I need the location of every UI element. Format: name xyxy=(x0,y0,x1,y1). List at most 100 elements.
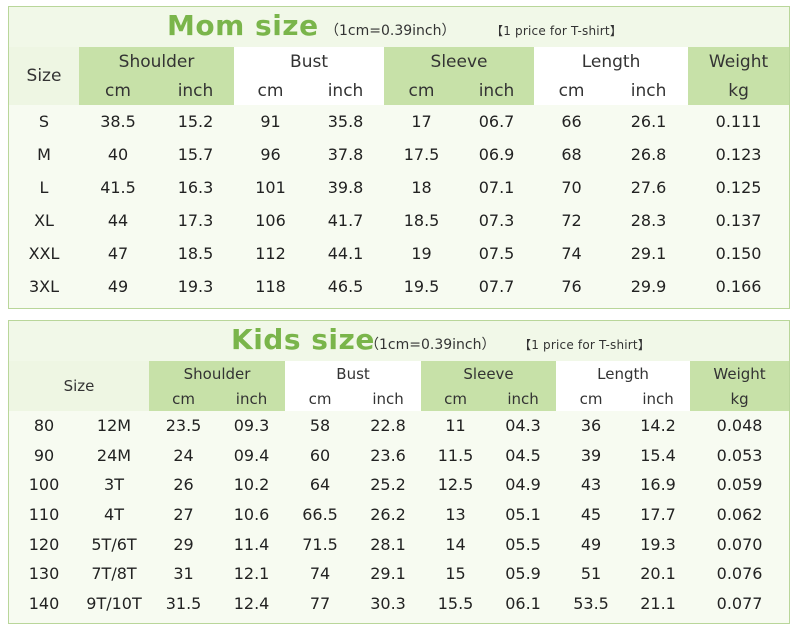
kids-unit-cell: inch xyxy=(626,387,691,411)
kids-shoulder-header: Shoulder xyxy=(149,361,286,387)
kids-unit-cell: cm xyxy=(285,387,356,411)
kids-table-cell: 71.5 xyxy=(302,534,338,554)
kids-table-cell: 39 xyxy=(580,445,602,465)
kids-table-cell: 28.1 xyxy=(370,534,406,554)
mom-table-cell: 26.8 xyxy=(630,145,667,164)
mom-table-cell: M xyxy=(37,145,51,164)
mom-table-cell: 47 xyxy=(107,244,129,263)
mom-table-cell: 0.166 xyxy=(715,277,762,296)
kids-table-row: 100 3T 26 10.2 64 25.2 12.5 04.9 43 16.9 0.059 xyxy=(9,470,789,500)
mom-length-header: Length xyxy=(534,47,689,77)
mom-unit-cell: cm xyxy=(384,77,460,105)
kids-table-cell: 120 xyxy=(28,534,60,554)
kids-table-cell: 24M xyxy=(96,445,132,465)
mom-table-cell: 44.1 xyxy=(327,244,364,263)
mom-table-cell: 28.3 xyxy=(630,211,667,230)
mom-table-cell: 19.5 xyxy=(403,277,440,296)
kids-size-table: Size Shoulder Bust Sleeve Length Weight … xyxy=(9,361,790,619)
mom-table-cell: 35.8 xyxy=(327,112,364,131)
mom-table-cell: 96 xyxy=(260,145,281,164)
mom-table-cell: 37.8 xyxy=(327,145,364,164)
kids-table-cell: 130 xyxy=(28,564,60,584)
kids-table-cell: 110 xyxy=(28,505,60,525)
mom-table-cell: 0.137 xyxy=(715,211,762,230)
mom-table-row: L 41.5 16.3 101 39.8 18 07.1 70 27.6 0.125 xyxy=(9,171,789,204)
mom-table-cell: 17 xyxy=(411,112,432,131)
kids-size-header: Size xyxy=(9,361,150,411)
kids-table-cell: 60 xyxy=(309,445,331,465)
kids-table-cell: 23.6 xyxy=(370,445,406,465)
mom-table-cell: 07.5 xyxy=(478,244,515,263)
kids-table-cell: 15.5 xyxy=(437,593,474,613)
kids-table-cell: 13 xyxy=(445,505,466,525)
mom-table-cell: 70 xyxy=(561,178,582,197)
kids-table-cell: 29.1 xyxy=(370,564,406,584)
mom-table-cell: 06.7 xyxy=(478,112,515,131)
kids-table-cell: 05.1 xyxy=(505,505,541,525)
kids-table-row: 120 5T/6T 29 11.4 71.5 28.1 14 05.5 49 19.3 0.070 xyxy=(9,529,789,559)
mom-table-cell: 40 xyxy=(107,145,129,164)
mom-table-row: 3XL 49 19.3 118 46.5 19.5 07.7 76 29.9 0.166 xyxy=(9,270,789,303)
mom-table-cell: 07.1 xyxy=(478,178,515,197)
kids-table-cell: 0.053 xyxy=(716,445,763,465)
kids-table-cell: 0.077 xyxy=(716,593,763,613)
kids-table-cell: 14 xyxy=(445,534,466,554)
mom-size-header: Size xyxy=(9,47,79,105)
mom-sleeve-header: Sleeve xyxy=(384,47,535,77)
kids-table-cell: 51 xyxy=(580,564,602,584)
mom-table-cell: 29.9 xyxy=(630,277,667,296)
kids-note: 【1 price for T-shirt】 xyxy=(519,338,651,352)
mom-table-cell: 49 xyxy=(107,277,129,296)
mom-table-row: XXL 47 18.5 112 44.1 19 07.5 74 29.1 0.150 xyxy=(9,237,789,270)
kids-table-cell: 24 xyxy=(173,445,194,465)
mom-table-cell: 18.5 xyxy=(403,211,440,230)
kids-table-cell: 11.5 xyxy=(437,445,474,465)
kids-unit-cell: inch xyxy=(218,387,286,411)
mom-title-row: Mom size （1cm=0.39inch） 【1 price for T-s… xyxy=(9,7,789,47)
mom-table-cell: 74 xyxy=(561,244,582,263)
kids-table-cell: 04.5 xyxy=(505,445,541,465)
kids-table-cell: 21.1 xyxy=(640,593,676,613)
kids-table-cell: 11.4 xyxy=(233,534,270,554)
mom-table-cell: XXL xyxy=(28,244,60,263)
kids-table-row: 140 9T/10T 31.5 12.4 77 30.3 15.5 06.1 53.5 21.1 0… xyxy=(9,589,789,619)
mom-table-cell: 0.150 xyxy=(715,244,762,263)
mom-table-cell: 17.3 xyxy=(177,211,214,230)
mom-unit-cell: inch xyxy=(609,77,689,105)
mom-table-cell: XL xyxy=(34,211,54,230)
mom-bust-header: Bust xyxy=(234,47,385,77)
mom-size-table: Size Shoulder Bust Sleeve Length Weight … xyxy=(9,47,790,303)
kids-table-cell: 90 xyxy=(33,445,55,465)
mom-table-cell: 18.5 xyxy=(177,244,214,263)
kids-table-cell: 49 xyxy=(580,534,602,554)
mom-table-cell: 17.5 xyxy=(403,145,440,164)
kids-bust-header: Bust xyxy=(285,361,422,387)
kids-table-cell: 22.8 xyxy=(370,416,406,436)
kids-table-cell: 12.1 xyxy=(233,564,270,584)
mom-weight-header: Weight xyxy=(688,47,790,77)
kids-table-cell: 12M xyxy=(96,416,132,436)
kids-unit-cell: cm xyxy=(421,387,491,411)
mom-table-cell: 0.111 xyxy=(715,112,762,131)
mom-table-cell: 26.1 xyxy=(630,112,667,131)
mom-unit-cell: inch xyxy=(307,77,385,105)
kids-table-cell: 05.9 xyxy=(505,564,541,584)
kids-table-cell: 5T/6T xyxy=(91,534,137,554)
kids-table-cell: 06.1 xyxy=(505,593,541,613)
mom-table-cell: 0.125 xyxy=(715,178,762,197)
kids-title: Kids size xyxy=(231,323,375,356)
mom-table-cell: 18 xyxy=(411,178,432,197)
kids-table-cell: 15 xyxy=(445,564,466,584)
mom-header-row: Size Shoulder Bust Sleeve Length Weight xyxy=(9,47,790,105)
kids-table-cell: 12.5 xyxy=(437,475,474,495)
kids-table-cell: 77 xyxy=(309,593,331,613)
kids-table-cell: 58 xyxy=(309,416,331,436)
kids-table-cell: 16.9 xyxy=(640,475,676,495)
mom-unit-cell: kg xyxy=(688,77,790,105)
mom-table-cell: 44 xyxy=(107,211,129,230)
mom-size-chart: Mom size （1cm=0.39inch） 【1 price for T-s… xyxy=(8,6,790,309)
kids-table-row: 130 7T/8T 31 12.1 74 29.1 15 05.9 51 20.1 0.076 xyxy=(9,559,789,589)
kids-table-cell: 66.5 xyxy=(302,505,338,525)
kids-unit-cell: inch xyxy=(355,387,422,411)
kids-unit-cell: cm xyxy=(149,387,219,411)
